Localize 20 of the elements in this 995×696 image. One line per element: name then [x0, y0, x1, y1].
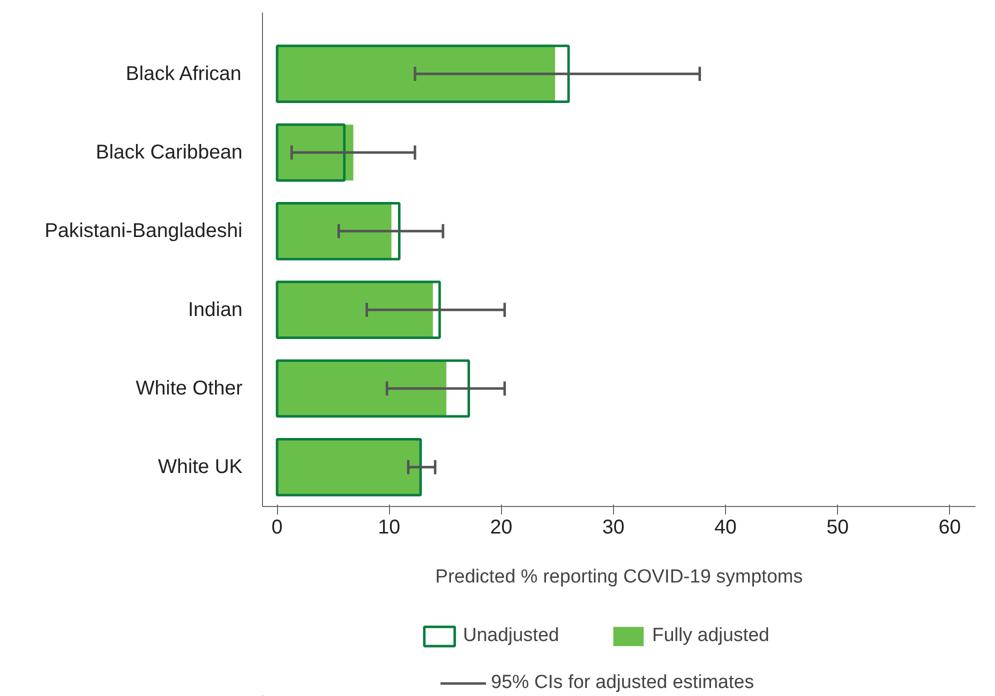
text: 95% CIs for adjusted estimates [491, 672, 754, 694]
legend-label: Fully adjusted [652, 625, 770, 647]
y-tick-label: Black Caribbean [96, 142, 242, 164]
y-tick-label: Indian [188, 298, 243, 321]
bar [277, 360, 446, 416]
y-tick-label: White UK [158, 456, 244, 478]
x-tick-label: 40 [714, 516, 737, 538]
y-tick-label: White Other [136, 378, 243, 400]
x-tick-label: 60 [938, 516, 961, 538]
y-tick-label: Pakistani-Bangladeshi [44, 220, 243, 242]
x-axis-title: Predicted % reporting COVID-19 symptoms [435, 566, 803, 588]
x-tick-label: 10 [378, 516, 400, 538]
x-tick-label: 0 [272, 516, 283, 538]
x-tick-label: 50 [826, 516, 849, 538]
x-tick-label: 30 [602, 516, 625, 538]
legend-label: Unadjusted [463, 625, 560, 647]
bar [276, 123, 346, 182]
bar [276, 359, 470, 418]
x-tick-label: 20 [490, 516, 512, 538]
y-tick-label: Black African [126, 62, 242, 85]
